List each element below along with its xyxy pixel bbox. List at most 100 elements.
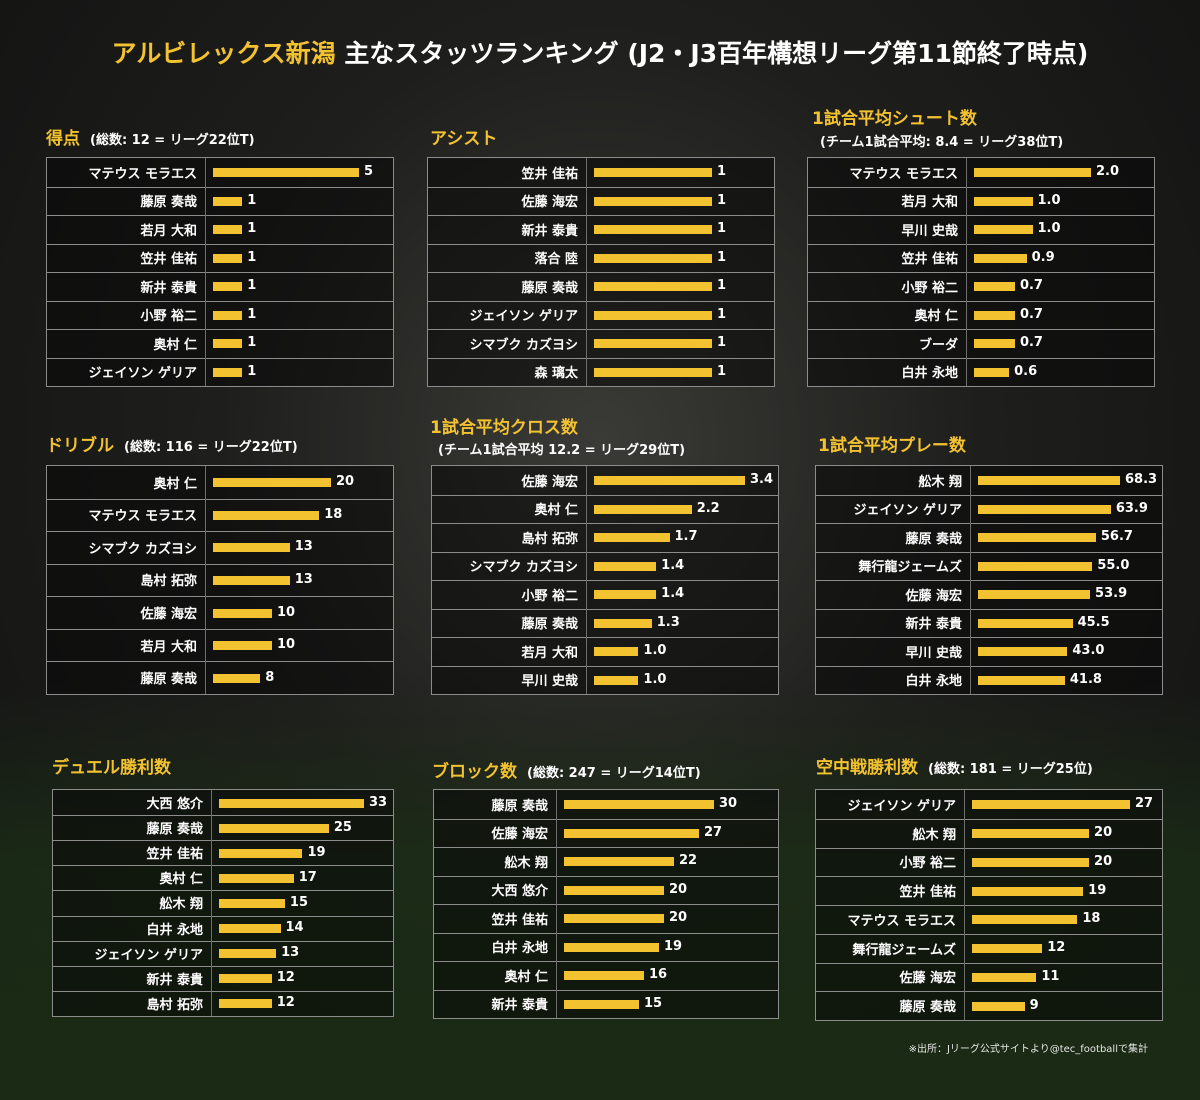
bar-value-label: 1: [247, 335, 257, 351]
bar: [213, 575, 290, 585]
table-row: 若月 大和 1: [47, 215, 393, 245]
table-row: 佐藤 海宏 27: [434, 818, 778, 848]
bar: [978, 647, 1068, 657]
table-row: ブーダ 0.7: [808, 329, 1154, 359]
player-name: 島村 拓弥: [146, 997, 203, 1013]
bar: [564, 857, 674, 867]
bar-value-label: 3.4: [750, 472, 774, 488]
column-divider: [556, 790, 557, 819]
player-name: 藤原 奏哉: [140, 195, 197, 211]
player-name: 奥村 仁: [914, 309, 958, 325]
bar: [213, 478, 331, 488]
bar-value-label: 13: [294, 539, 313, 555]
table-row: シマブク カズヨシ 1.4: [432, 551, 778, 581]
bar-value-label: 9: [1029, 997, 1039, 1013]
player-name: 藤原 奏哉: [146, 822, 203, 838]
column-divider: [211, 940, 212, 966]
column-divider: [586, 466, 587, 495]
bar-value-label: 19: [664, 938, 683, 954]
player-name: 新井 泰貴: [905, 617, 962, 633]
column-divider: [586, 243, 587, 272]
bar-value-label: 8: [265, 669, 275, 685]
bar-value-label: 20: [1094, 853, 1113, 869]
bar-value-label: 0.7: [1019, 306, 1043, 322]
chart-title: 1試合平均シュート数: [812, 109, 977, 129]
bar-value-label: 27: [704, 824, 723, 840]
table-row: 舩木 翔 22: [434, 847, 778, 877]
column-divider: [966, 243, 967, 272]
bar-value-label: 1.3: [656, 614, 680, 630]
player-name: 島村 拓弥: [140, 574, 197, 590]
bar: [978, 476, 1120, 486]
bar: [594, 504, 692, 514]
column-divider: [966, 215, 967, 244]
bar-value-label: 1.4: [661, 586, 685, 602]
player-name: 佐藤 海宏: [140, 607, 197, 623]
bar: [594, 253, 712, 263]
bar: [974, 225, 1033, 235]
column-divider: [970, 637, 971, 666]
table-row: 笠井 佳祐 1: [47, 243, 393, 273]
bar-value-label: 20: [669, 881, 688, 897]
bar-value-label: 17: [298, 869, 317, 885]
column-divider: [964, 847, 965, 877]
page-title: アルビレックス新潟 主なスタッツランキング (J2・J3百年構想リーグ第11節終…: [0, 34, 1200, 70]
bar-value-label: 12: [276, 995, 295, 1011]
column-divider: [586, 523, 587, 552]
player-name: 奥村 仁: [504, 969, 548, 985]
bar: [972, 1001, 1025, 1011]
table-row: ジェイソン ゲリア 1: [428, 300, 774, 330]
column-divider: [964, 876, 965, 905]
bar: [564, 999, 639, 1009]
bar: [213, 608, 272, 618]
player-name: 若月 大和: [901, 195, 958, 211]
player-name: ジェイソン ゲリア: [469, 309, 578, 325]
column-divider: [586, 186, 587, 215]
table-row: マテウス モラエス 2.0: [808, 158, 1154, 188]
chart-title: 空中戦勝利数: [816, 758, 918, 778]
column-divider: [970, 608, 971, 637]
player-name: 笠井 佳祐: [899, 885, 956, 901]
chart-title: 得点: [46, 129, 80, 149]
chart-header: 空中戦勝利数 (総数: 181 = リーグ25位): [816, 753, 1093, 778]
table-row: 新井 泰貴 1: [428, 215, 774, 245]
chart-title: アシスト: [430, 129, 498, 149]
player-name: 奥村 仁: [159, 872, 203, 888]
player-name: 舩木 翔: [504, 855, 548, 871]
column-divider: [970, 580, 971, 609]
bar: [564, 885, 664, 895]
bar: [594, 339, 712, 349]
column-divider: [586, 665, 587, 694]
column-divider: [205, 596, 206, 629]
table-row: 早川 史哉 43.0: [816, 637, 1162, 667]
column-divider: [205, 563, 206, 597]
bar-value-label: 1: [717, 278, 727, 294]
player-name: マテウス モラエス: [849, 166, 958, 182]
table-row: 若月 大和 1.0: [808, 186, 1154, 216]
chart-note: (総数: 181 = リーグ25位): [928, 762, 1093, 777]
column-divider: [970, 523, 971, 552]
bar-value-label: 1: [247, 249, 257, 265]
player-name: 舩木 翔: [159, 897, 203, 913]
bar-value-label: 19: [1088, 882, 1107, 898]
bar: [213, 168, 359, 178]
player-name: 笠井 佳祐: [146, 847, 203, 863]
bar-value-label: 1: [717, 363, 727, 379]
table-row: 島村 拓弥 13: [47, 563, 393, 598]
player-name: 島村 拓弥: [521, 531, 578, 547]
player-name: 落合 陸: [534, 252, 578, 268]
chart-header: 得点 (総数: 12 = リーグ22位T): [46, 124, 255, 149]
chart-header: デュエル勝利数: [52, 753, 171, 778]
bar-table: 奥村 仁 20 マテウス モラエス 18 シマブク カズヨシ 13 島村 拓弥 13 佐藤 海宏…: [46, 465, 394, 695]
table-row: 新井 泰貴 15: [434, 989, 778, 1018]
chart-header: ドリブル (総数: 116 = リーグ22位T): [46, 431, 298, 456]
column-divider: [586, 272, 587, 301]
player-name: 白井 永地: [901, 366, 958, 382]
column-divider: [205, 272, 206, 301]
chart-title: 1試合平均プレー数: [818, 436, 966, 456]
bar-value-label: 20: [669, 910, 688, 926]
bar-value-label: 1.0: [643, 643, 667, 659]
table-row: 新井 泰貴 12: [53, 965, 393, 992]
column-divider: [556, 932, 557, 961]
player-name: ブーダ: [918, 337, 958, 353]
